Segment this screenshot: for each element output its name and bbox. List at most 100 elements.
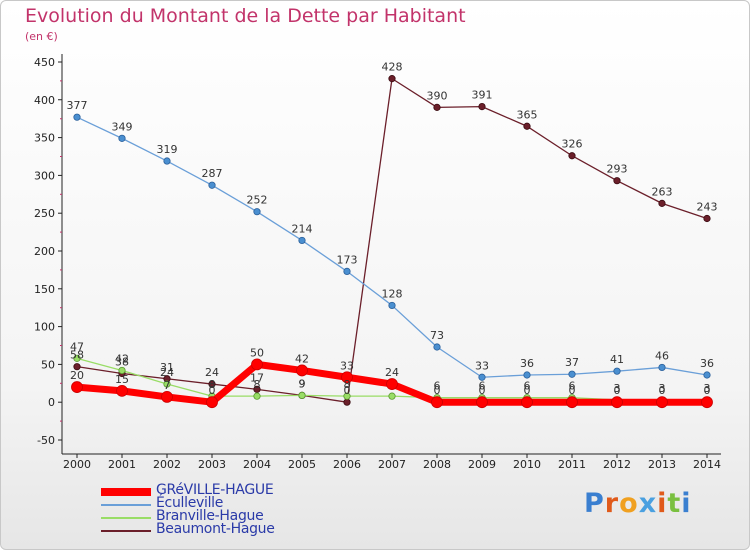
logo-letter: x xyxy=(638,488,658,519)
data-label: 17 xyxy=(250,371,264,384)
logo-letter: P xyxy=(584,488,605,519)
logo-letter: r xyxy=(604,488,620,519)
y-tick-label: 450 xyxy=(34,56,55,69)
y-tick-label: 350 xyxy=(34,132,55,145)
x-tick-label: 2004 xyxy=(243,458,271,471)
data-label: 6 xyxy=(434,380,441,393)
data-point xyxy=(343,392,351,400)
legend-label: GRéVILLE-HAGUE xyxy=(156,482,274,498)
data-point xyxy=(163,380,171,388)
data-point xyxy=(388,392,396,400)
data-label: 252 xyxy=(247,194,268,207)
legend-label: Beaumont-Hague xyxy=(156,521,275,537)
x-tick-label: 2011 xyxy=(558,458,586,471)
data-point xyxy=(118,366,126,375)
data-point xyxy=(298,391,306,399)
data-label: 3 xyxy=(704,382,711,395)
y-tick-label: 0 xyxy=(48,396,55,409)
data-label: 3 xyxy=(659,382,666,395)
data-point xyxy=(701,396,713,409)
data-label: 365 xyxy=(517,108,538,121)
data-point xyxy=(251,358,263,371)
proxiti-logo: Proxiti xyxy=(584,488,692,519)
data-label: 31 xyxy=(160,361,174,374)
data-point xyxy=(658,199,666,207)
data-point xyxy=(116,384,128,397)
data-point xyxy=(523,122,531,130)
y-tick-label: 50 xyxy=(41,358,55,371)
x-tick-label: 2009 xyxy=(468,458,496,471)
data-point xyxy=(521,396,533,409)
data-label: 287 xyxy=(202,167,223,180)
data-label: 128 xyxy=(382,287,403,300)
data-label: 36 xyxy=(520,357,534,370)
data-point xyxy=(613,177,621,185)
data-label: 37 xyxy=(565,356,579,369)
x-tick-label: 2003 xyxy=(198,458,226,471)
y-tick-label: 400 xyxy=(34,94,55,107)
data-label: 8 xyxy=(209,378,216,391)
data-label: 0 xyxy=(659,384,666,397)
x-tick-label: 2000 xyxy=(63,458,91,471)
data-point xyxy=(476,396,488,409)
y-tick-label: 200 xyxy=(34,245,55,258)
data-point xyxy=(206,396,218,409)
data-label: 173 xyxy=(337,253,358,266)
data-label: 6 xyxy=(479,380,486,393)
data-label: 0 xyxy=(614,384,621,397)
data-label: 9 xyxy=(299,377,306,390)
data-point xyxy=(388,75,396,83)
legend-swatch xyxy=(101,488,151,496)
logo-letter: i xyxy=(681,488,692,519)
data-point xyxy=(431,396,443,409)
data-point xyxy=(253,392,261,400)
data-point xyxy=(73,363,81,371)
data-label: 293 xyxy=(607,163,628,176)
data-point xyxy=(386,378,398,390)
data-label: 42 xyxy=(295,352,309,365)
series--culleville xyxy=(73,113,711,381)
data-point xyxy=(118,134,126,142)
data-label: 0 xyxy=(704,384,711,397)
data-label: 263 xyxy=(652,185,673,198)
data-label: 214 xyxy=(292,222,313,235)
data-label: 349 xyxy=(112,120,133,133)
x-tick-label: 2005 xyxy=(288,458,316,471)
data-label: 42 xyxy=(115,352,129,365)
data-label: 38 xyxy=(115,355,129,368)
data-label: 7 xyxy=(164,379,171,392)
data-label: 58 xyxy=(70,349,84,362)
data-label: 24 xyxy=(160,366,174,379)
data-point xyxy=(208,380,216,388)
data-point xyxy=(478,373,486,381)
y-tick-label: 250 xyxy=(34,207,55,220)
y-tick-label: -50 xyxy=(37,434,55,447)
data-point xyxy=(298,236,306,245)
data-label: 319 xyxy=(157,143,178,156)
x-tick-label: 2014 xyxy=(693,458,721,471)
x-tick-label: 2010 xyxy=(513,458,541,471)
data-point xyxy=(163,157,171,165)
data-label: 0 xyxy=(434,384,441,397)
data-label: 8 xyxy=(344,378,351,391)
data-label: 3 xyxy=(614,382,621,395)
data-point xyxy=(656,396,668,409)
y-tick-label: 100 xyxy=(34,321,55,334)
data-label: 47 xyxy=(70,340,84,353)
data-point xyxy=(703,214,711,223)
data-point xyxy=(478,103,486,111)
data-point xyxy=(568,152,576,160)
data-label: 0 xyxy=(344,384,351,397)
y-tick-label: 150 xyxy=(34,283,55,296)
data-label: 428 xyxy=(382,61,403,74)
data-label: 0 xyxy=(524,384,531,397)
data-point xyxy=(568,370,576,378)
x-tick-label: 2006 xyxy=(333,458,361,471)
data-label: 6 xyxy=(524,380,531,393)
data-label: 41 xyxy=(610,353,624,366)
legend-swatch xyxy=(101,517,151,519)
data-label: 0 xyxy=(569,384,576,397)
x-tick-label: 2001 xyxy=(108,458,136,471)
legend-label: Branville-Hague xyxy=(156,508,264,524)
data-label: 377 xyxy=(67,99,88,112)
